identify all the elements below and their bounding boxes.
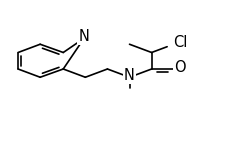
Text: N: N	[78, 29, 89, 44]
Text: Cl: Cl	[173, 35, 187, 50]
Text: N: N	[124, 68, 134, 83]
Text: O: O	[173, 60, 185, 75]
